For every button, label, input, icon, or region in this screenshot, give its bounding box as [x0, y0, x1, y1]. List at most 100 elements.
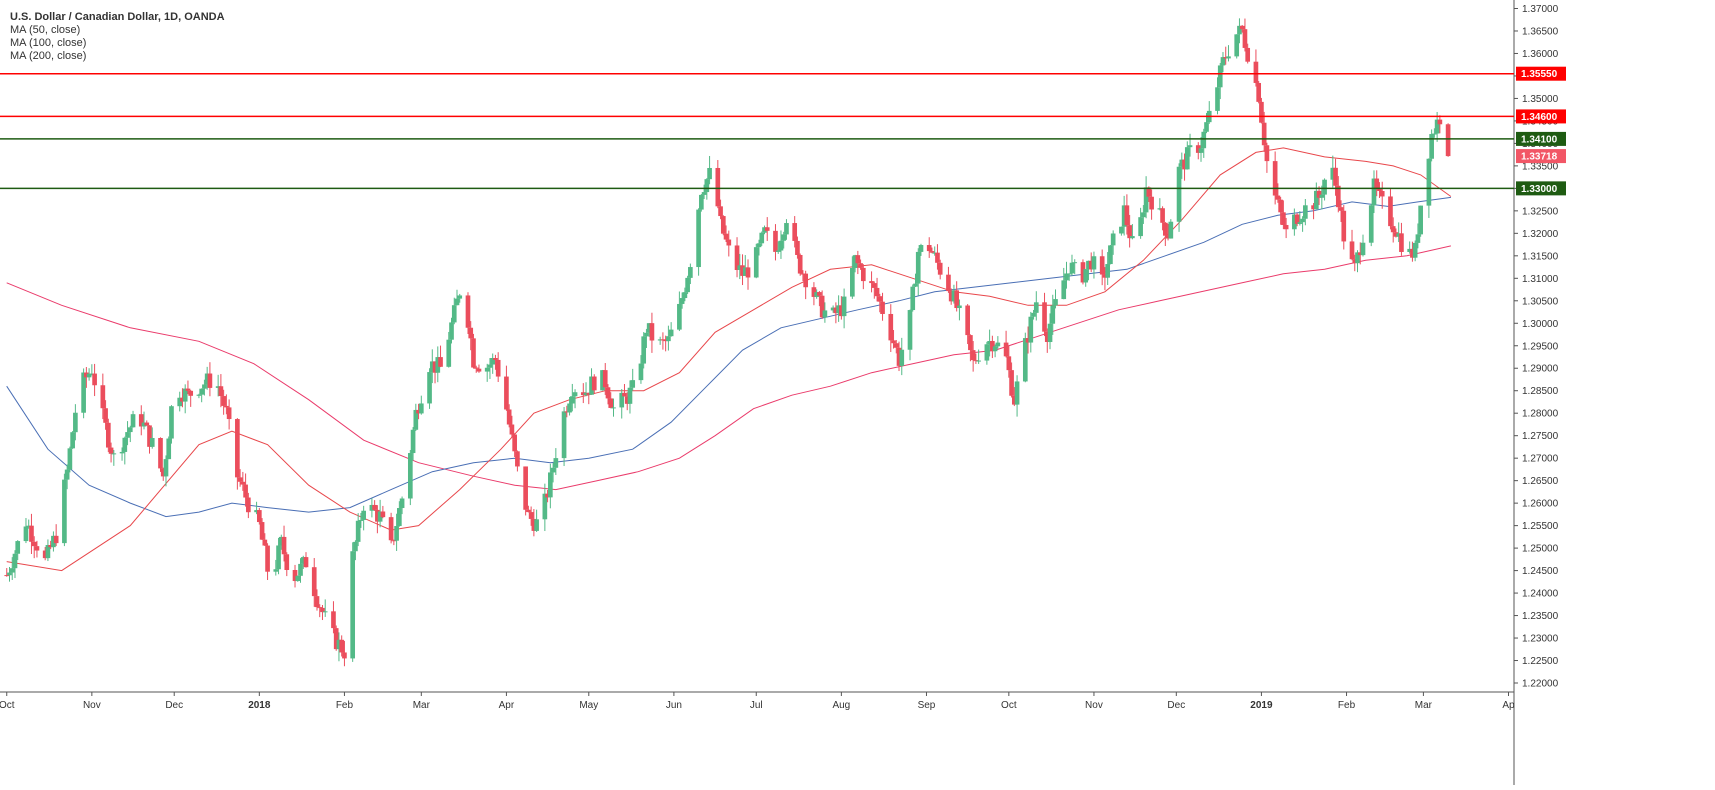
candle[interactable] [1146, 187, 1152, 197]
candle[interactable] [781, 234, 787, 241]
candle[interactable] [1437, 119, 1443, 125]
candle[interactable] [298, 563, 303, 576]
candle[interactable] [504, 376, 509, 410]
candle[interactable] [1028, 316, 1034, 343]
candle[interactable] [188, 390, 194, 396]
candle[interactable] [484, 367, 490, 372]
candle[interactable] [948, 291, 954, 302]
candle[interactable] [926, 245, 932, 252]
candle[interactable] [918, 245, 924, 252]
candle[interactable] [839, 305, 844, 317]
candle[interactable] [416, 409, 421, 414]
candle[interactable] [1031, 312, 1036, 317]
candle[interactable] [1234, 34, 1240, 57]
candle[interactable] [1014, 381, 1020, 405]
candle[interactable] [987, 340, 992, 345]
candle[interactable] [1215, 87, 1220, 111]
candle[interactable] [410, 429, 416, 454]
candle[interactable] [1033, 302, 1039, 313]
candle[interactable] [699, 194, 704, 210]
candle[interactable] [26, 525, 32, 527]
candle[interactable] [1187, 145, 1193, 148]
candle[interactable] [657, 339, 663, 341]
candle[interactable] [880, 301, 885, 314]
candle[interactable] [125, 432, 130, 438]
candle[interactable] [591, 376, 597, 391]
candle[interactable] [984, 344, 990, 361]
candle[interactable] [877, 296, 883, 302]
candle[interactable] [1119, 226, 1124, 234]
candle[interactable] [526, 509, 531, 513]
candle[interactable] [322, 611, 328, 613]
candle[interactable] [855, 255, 861, 264]
candle[interactable] [1322, 179, 1327, 195]
candle[interactable] [1141, 212, 1146, 218]
candle[interactable] [836, 305, 841, 314]
candle[interactable] [1429, 134, 1434, 159]
candle[interactable] [778, 240, 784, 251]
candle[interactable] [531, 518, 537, 531]
candle[interactable] [1390, 226, 1396, 233]
candle[interactable] [51, 535, 56, 548]
candle[interactable] [89, 373, 95, 375]
candle[interactable] [888, 313, 894, 341]
candle[interactable] [720, 216, 726, 234]
candle[interactable] [1184, 147, 1190, 170]
candle[interactable] [292, 569, 298, 582]
candle[interactable] [1335, 185, 1341, 208]
candle[interactable] [995, 342, 1001, 347]
candle[interactable] [31, 541, 37, 547]
candle[interactable] [127, 427, 133, 433]
candle[interactable] [243, 484, 248, 498]
candle[interactable] [226, 407, 232, 420]
candle[interactable] [1341, 210, 1347, 242]
candle[interactable] [221, 396, 226, 406]
candle[interactable] [663, 339, 668, 342]
candle[interactable] [627, 387, 633, 404]
candle[interactable] [487, 364, 493, 368]
candle[interactable] [432, 361, 438, 373]
candle[interactable] [970, 350, 976, 361]
candle[interactable] [929, 251, 935, 253]
candle[interactable] [515, 451, 520, 467]
candle[interactable] [871, 283, 877, 288]
candle[interactable] [108, 447, 114, 454]
candle[interactable] [237, 477, 243, 482]
candle[interactable] [830, 307, 836, 311]
candle[interactable] [1110, 233, 1116, 246]
candle[interactable] [23, 526, 29, 542]
candle[interactable] [509, 424, 515, 435]
candle[interactable] [742, 267, 748, 276]
candle[interactable] [147, 425, 152, 447]
candle[interactable] [471, 338, 476, 368]
candle[interactable] [1083, 269, 1089, 283]
candle[interactable] [1160, 208, 1165, 223]
candle[interactable] [1311, 205, 1316, 210]
candle[interactable] [235, 419, 240, 478]
candle[interactable] [336, 639, 342, 650]
candle[interactable] [218, 386, 224, 397]
candle[interactable] [92, 373, 97, 386]
candle[interactable] [679, 298, 685, 304]
candle[interactable] [630, 380, 636, 388]
candle[interactable] [1371, 178, 1377, 206]
candle[interactable] [199, 388, 205, 395]
candle[interactable] [1374, 178, 1380, 189]
candle[interactable] [1412, 242, 1418, 258]
candle[interactable] [391, 540, 397, 542]
candle[interactable] [182, 388, 188, 402]
candle[interactable] [1272, 161, 1278, 196]
candle[interactable] [1281, 212, 1286, 225]
candle[interactable] [12, 553, 18, 569]
candle[interactable] [819, 295, 825, 318]
candle[interactable] [29, 525, 34, 542]
candle[interactable] [86, 373, 92, 378]
candle[interactable] [427, 372, 432, 404]
candle[interactable] [891, 340, 896, 344]
candle[interactable] [759, 232, 765, 244]
candle[interactable] [800, 273, 806, 275]
candle[interactable] [1011, 395, 1017, 405]
candle[interactable] [278, 536, 284, 546]
candle[interactable] [641, 336, 647, 364]
candle[interactable] [792, 223, 798, 241]
